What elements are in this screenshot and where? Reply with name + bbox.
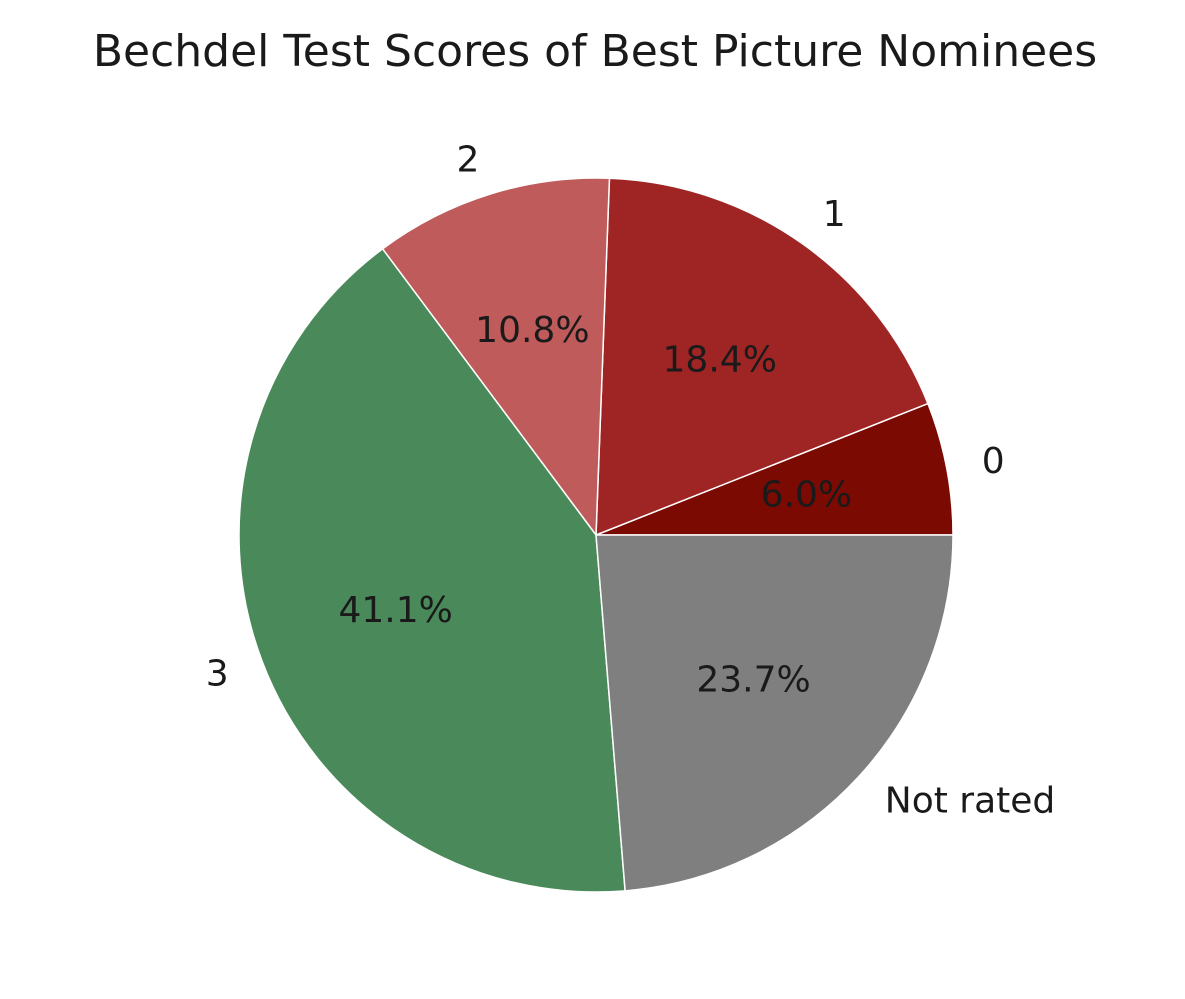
slice-percent-0: 6.0% xyxy=(761,474,852,515)
slice-percent-2: 10.8% xyxy=(475,310,589,351)
pie-slice-1 xyxy=(595,177,929,537)
pie-slices xyxy=(238,177,954,893)
pie-slice-2 xyxy=(381,177,611,538)
slice-label-3: 3 xyxy=(206,653,229,694)
slice-percent-not-rated: 23.7% xyxy=(696,660,810,701)
slice-label-2: 2 xyxy=(456,140,479,181)
slice-label-not-rated: Not rated xyxy=(885,781,1056,822)
pie-slice-not-rated xyxy=(595,534,954,892)
pie-slice-0 xyxy=(595,402,954,536)
slice-percent-3: 41.1% xyxy=(338,590,452,631)
slice-label-0: 0 xyxy=(982,441,1005,482)
chart-title: Bechdel Test Scores of Best Picture Nomi… xyxy=(93,26,1097,77)
pie-slice-3 xyxy=(238,247,626,893)
pie-labels: 0 6.0% 1 18.4% 2 10.8% 3 41.1% Not rated 23.7% xyxy=(206,140,1056,822)
slice-label-1: 1 xyxy=(823,194,846,235)
slice-percent-1: 18.4% xyxy=(663,340,777,381)
